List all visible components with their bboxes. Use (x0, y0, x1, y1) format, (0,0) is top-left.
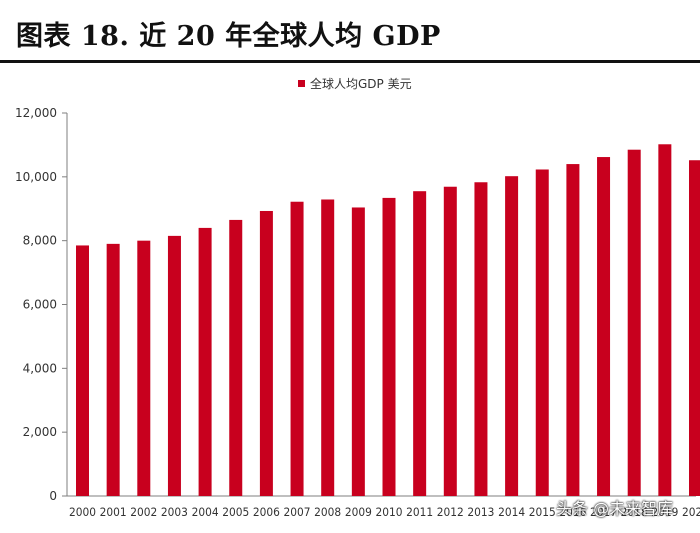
bar-2018 (627, 149, 641, 496)
title-divider (0, 60, 700, 63)
bar-2016 (566, 164, 580, 496)
bar-2011 (413, 191, 427, 496)
legend: 全球人均GDP 美元 (298, 76, 412, 91)
bar-2003 (167, 235, 181, 496)
x-tick-label: 2008 (314, 505, 341, 519)
x-tick-label: 2009 (345, 505, 372, 519)
legend-label: 全球人均GDP 美元 (310, 76, 412, 91)
x-tick-label: 2015 (529, 505, 556, 519)
watermark: 头条 @未来智库 (556, 499, 674, 518)
x-axis: 2000 2001 2002 2003 2004 2005 2006 2007 2008 2009… (67, 495, 700, 519)
y-tick-label: 4,000 (23, 361, 57, 375)
bar-2005 (229, 219, 243, 497)
y-tick-label: 2,000 (23, 425, 57, 439)
bar-2007 (290, 201, 304, 497)
bar-2019 (658, 144, 672, 496)
bar-2012 (443, 186, 457, 497)
bar-2002 (137, 240, 151, 496)
x-tick-label: 2014 (498, 505, 525, 519)
x-tick-label: 2012 (437, 505, 464, 519)
bar-2001 (106, 243, 120, 496)
x-tick-label: 2004 (192, 505, 219, 519)
bar-2017 (597, 157, 611, 497)
x-tick-label: 2010 (376, 505, 403, 519)
bar-2000 (76, 245, 89, 496)
bar-2015 (535, 169, 549, 497)
x-tick-label: 2003 (161, 505, 188, 519)
bar-2004 (198, 227, 212, 496)
bar-2008 (321, 199, 335, 497)
y-tick-label: 0 (49, 489, 57, 503)
y-axis: 0 2,000 4,000 6,000 8,000 10,000 12,000 (15, 106, 68, 503)
x-tick-label: 2019 (651, 505, 678, 519)
x-tick-label: 2006 (253, 505, 280, 519)
bar-2013 (474, 182, 488, 496)
x-tick-label: 2016 (559, 505, 586, 519)
bar-2006 (259, 210, 273, 497)
bar-2014 (505, 176, 519, 496)
legend-swatch (298, 80, 305, 87)
x-tick-label: 2000 (69, 505, 96, 519)
bar-2009 (351, 207, 365, 496)
bar-2020 (689, 160, 700, 497)
y-tick-label: 8,000 (23, 234, 57, 248)
y-tick-label: 12,000 (15, 106, 57, 120)
x-tick-label: 2011 (406, 505, 433, 519)
x-tick-label: 2001 (100, 505, 127, 519)
figure-title: 图表 18. 近 20 年全球人均 GDP (16, 21, 441, 52)
y-tick-label: 6,000 (23, 298, 57, 312)
x-tick-label: 2013 (467, 505, 494, 519)
y-tick-label: 10,000 (15, 170, 57, 184)
bars (76, 144, 700, 497)
x-tick-label: 2005 (222, 505, 249, 519)
bar-2010 (382, 197, 396, 496)
x-tick-label: 2002 (130, 505, 157, 519)
x-tick-label: 2018 (621, 505, 648, 519)
x-tick-label: 2020 (682, 505, 700, 519)
x-tick-label: 2007 (284, 505, 311, 519)
x-tick-label: 2017 (590, 505, 617, 519)
